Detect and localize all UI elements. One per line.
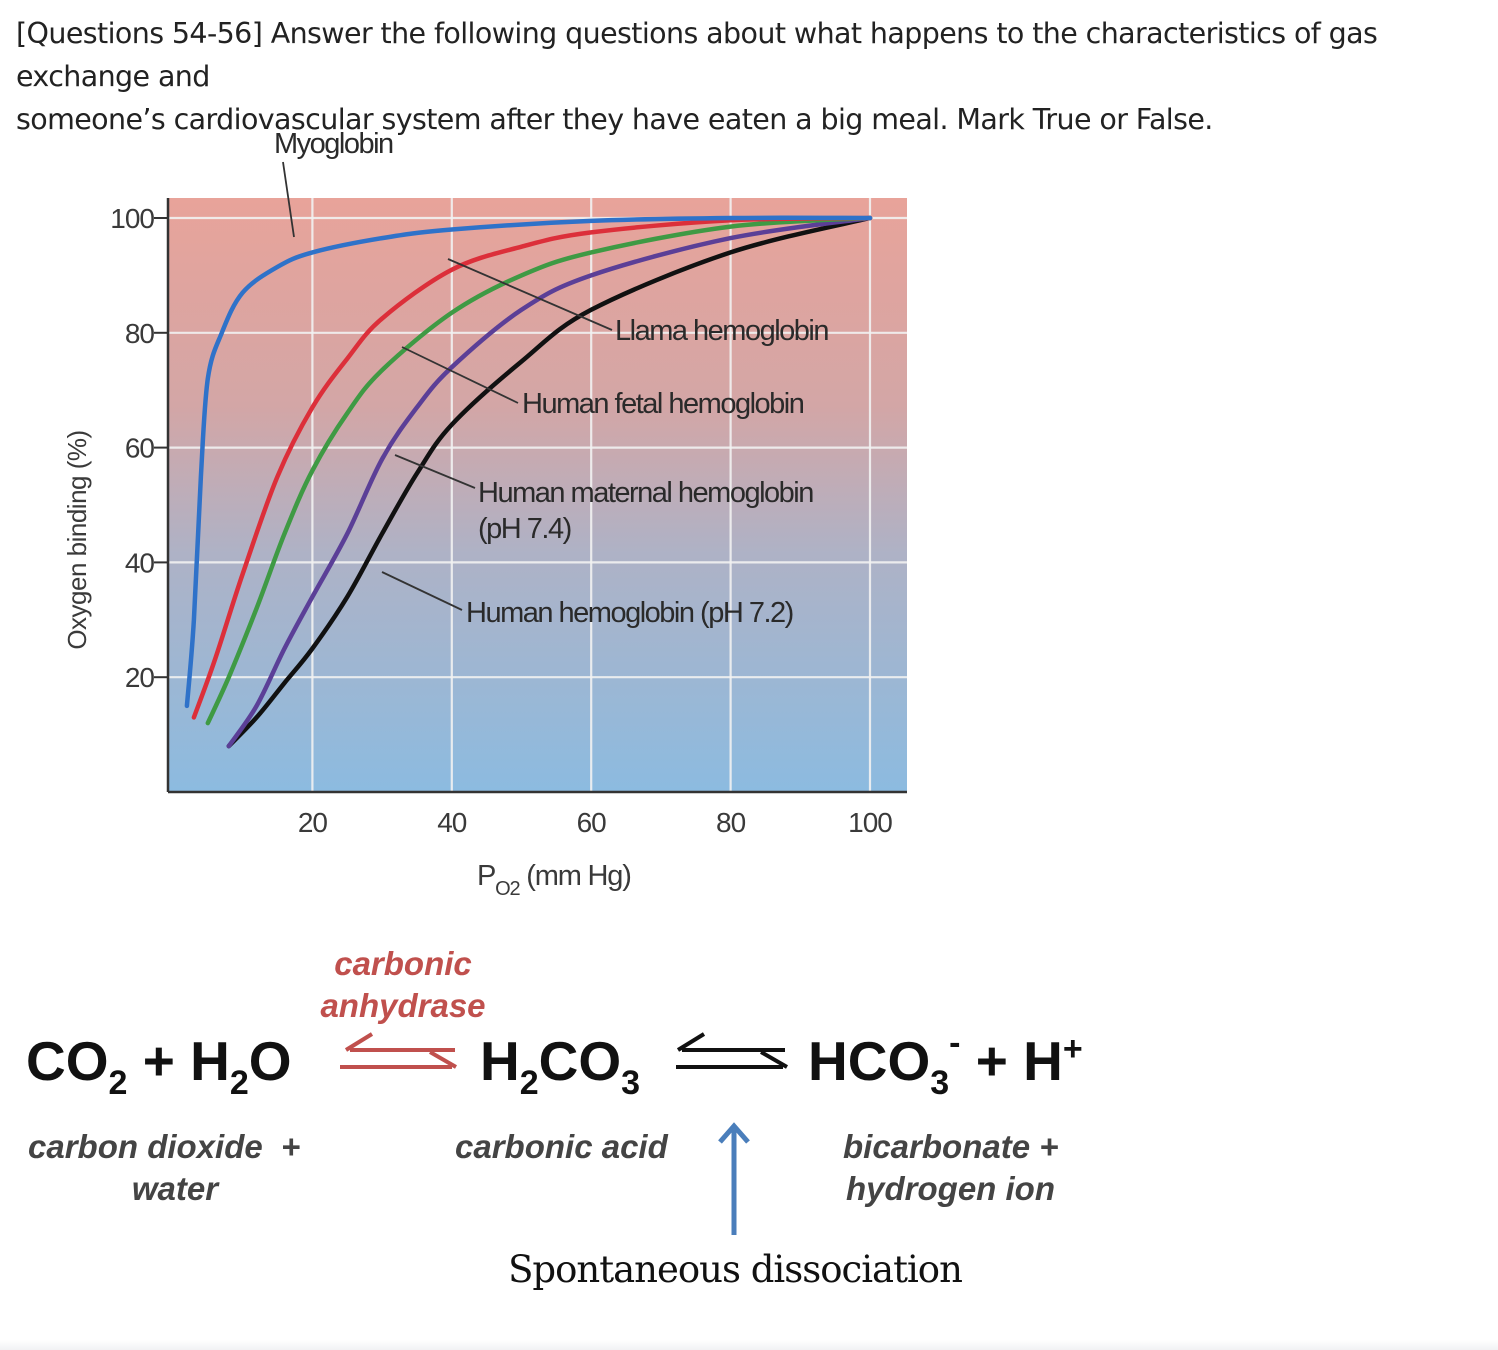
bicarb-subscript: 3 bbox=[930, 1064, 949, 1102]
tick-labels: 20 40 60 80 100 20 40 60 80 100 bbox=[110, 203, 893, 838]
label-maternal-ph: (pH 7.4) bbox=[478, 513, 571, 545]
x-tick-label-100: 100 bbox=[848, 807, 892, 838]
y-tick-label-20: 20 bbox=[125, 662, 155, 693]
curve-labels: Myoglobin Llama hemoglobin Human fetal h… bbox=[274, 128, 830, 629]
carbonic-acid-formula: H2CO3 bbox=[480, 1030, 640, 1102]
co2-subscript: 2 bbox=[109, 1064, 128, 1102]
reactants-formula: CO2 + H2O bbox=[26, 1030, 292, 1102]
dissociation-up-arrow bbox=[718, 1122, 750, 1235]
x-tick-label-40: 40 bbox=[437, 807, 467, 838]
h2o-subscript: 2 bbox=[230, 1064, 249, 1102]
y-tick-label-100: 100 bbox=[110, 203, 154, 234]
curve-human-fetal-hemoglobin bbox=[205, 215, 873, 726]
label-ph72: Human hemoglobin (pH 7.2) bbox=[466, 597, 793, 629]
acid-h-subscript: 2 bbox=[520, 1064, 539, 1102]
plus-h-text: + H bbox=[127, 1030, 229, 1092]
question-line-1: [Questions 54-56] Answer the following q… bbox=[16, 17, 1378, 93]
oxygen-dissociation-chart: Myoglobin Llama hemoglobin Human fetal h… bbox=[62, 128, 907, 900]
y-tick-label-80: 80 bbox=[125, 318, 155, 349]
water-o-text: O bbox=[249, 1030, 292, 1092]
acid-co-subscript: 3 bbox=[621, 1064, 640, 1102]
curve-human-hemoglobin-ph-7-2 bbox=[226, 215, 873, 749]
products-label-line1: bicarbonate + bbox=[843, 1128, 1058, 1165]
y-tick-label-40: 40 bbox=[125, 547, 155, 578]
leader-line-maternal bbox=[394, 454, 476, 489]
bicarb-text: HCO bbox=[808, 1030, 930, 1092]
dissociation-note: Spontaneous dissociation bbox=[508, 1248, 962, 1291]
x-tick-label-60: 60 bbox=[577, 807, 607, 838]
label-llama: Llama hemoglobin bbox=[615, 315, 828, 347]
leader-lines bbox=[282, 161, 613, 611]
question-line-2: someone’s cardiovascular system after th… bbox=[16, 103, 1213, 136]
acid-label: carbonic acid bbox=[455, 1128, 669, 1165]
label-myoglobin: Myoglobin bbox=[274, 128, 393, 160]
question-text: [Questions 54-56] Answer the following q… bbox=[16, 12, 1476, 141]
bicarb-superscript: - bbox=[949, 1024, 960, 1062]
hplus-superscript: + bbox=[1063, 1030, 1083, 1068]
equilibrium-arrow-dissociation bbox=[676, 1032, 788, 1069]
label-fetal: Human fetal hemoglobin bbox=[522, 388, 804, 420]
acid-co-text: CO bbox=[539, 1030, 622, 1092]
gridlines bbox=[154, 198, 907, 792]
reactants-label-line1: carbon dioxide + bbox=[28, 1128, 300, 1165]
x-axis-label-p: P bbox=[477, 860, 495, 892]
x-axis-label-sub: O2 bbox=[495, 878, 520, 900]
co-text: CO bbox=[26, 1030, 109, 1092]
curve-myoglobin bbox=[184, 215, 873, 709]
curve-human-maternal-hemoglobin-ph-7-4 bbox=[226, 215, 873, 749]
equilibrium-arrow-enzyme bbox=[340, 1032, 457, 1069]
x-axis-label: PO2 (mm Hg) bbox=[477, 860, 631, 900]
axes bbox=[166, 198, 907, 794]
enzyme-label-line2: anhydrase bbox=[320, 987, 485, 1024]
x-tick-label-80: 80 bbox=[716, 807, 746, 838]
leader-line-llama bbox=[447, 258, 613, 331]
products-label-line2: hydrogen ion bbox=[846, 1170, 1055, 1207]
carbonic-acid-equation: carbonic anhydrase CO2 + H2O H2CO3 HCO3-… bbox=[26, 945, 1083, 1291]
x-tick-label-20: 20 bbox=[298, 807, 328, 838]
leader-line-fetal bbox=[401, 346, 519, 404]
leader-line-ph72 bbox=[381, 571, 463, 611]
y-axis-label: Oxygen binding (%) bbox=[62, 430, 92, 649]
label-maternal: Human maternal hemoglobin bbox=[478, 477, 813, 509]
acid-h-text: H bbox=[480, 1030, 520, 1092]
y-tick-label-60: 60 bbox=[125, 433, 155, 464]
enzyme-label-line1: carbonic bbox=[334, 945, 472, 982]
plus-hplus-text: + H bbox=[960, 1030, 1062, 1092]
page-bottom-edge bbox=[0, 1340, 1498, 1350]
leader-line-myoglobin bbox=[282, 161, 295, 238]
reactants-label-line2: water bbox=[132, 1170, 220, 1207]
products-formula: HCO3- + H+ bbox=[808, 1024, 1083, 1102]
curves bbox=[184, 215, 873, 749]
curve-llama-hemoglobin bbox=[191, 215, 873, 720]
x-axis-label-rest: (mm Hg) bbox=[519, 860, 630, 892]
